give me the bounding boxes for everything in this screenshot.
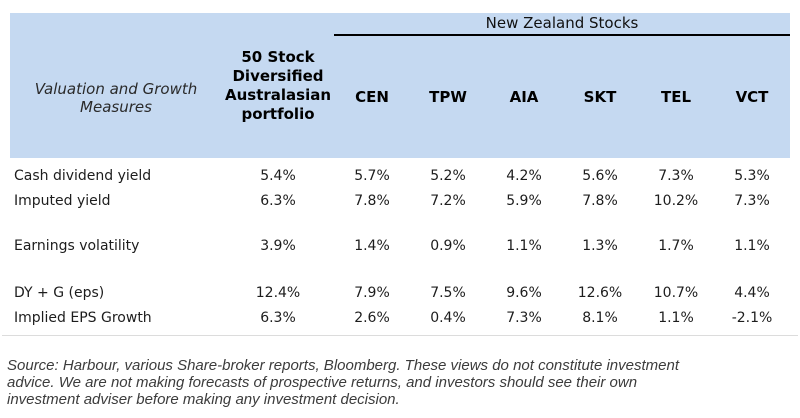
- table-bottom-rule: [2, 335, 798, 336]
- nz-stocks-group-header: New Zealand Stocks: [334, 13, 790, 36]
- portfolio-value: 5.4%: [260, 167, 296, 184]
- row-label: Cash dividend yield: [14, 167, 152, 184]
- stock-value: 0.4%: [430, 309, 466, 326]
- stock-value: 9.6%: [506, 284, 542, 301]
- stock-value: 1.1%: [734, 237, 770, 254]
- stock-value: 7.3%: [506, 309, 542, 326]
- stock-value: 7.5%: [430, 284, 466, 301]
- stock-value: 10.7%: [653, 284, 699, 301]
- stock-value: 7.3%: [658, 167, 694, 184]
- row-group-spacer: [10, 213, 790, 233]
- table-row: DY + G (eps) 12.4% 7.9% 7.5% 9.6% 12.6% …: [10, 280, 790, 305]
- table-row: Imputed yield 6.3% 7.8% 7.2% 5.9% 7.8% 1…: [10, 188, 790, 213]
- portfolio-value: 6.3%: [260, 192, 296, 209]
- stock-value: 12.6%: [577, 284, 623, 301]
- ticker-header-vct: VCT: [735, 88, 769, 106]
- stock-value: 4.2%: [506, 167, 542, 184]
- stock-value: 7.8%: [354, 192, 390, 209]
- stock-value: 5.6%: [582, 167, 618, 184]
- source-note-line: investment adviser before making any inv…: [7, 391, 400, 408]
- ticker-header-tel: TEL: [660, 88, 692, 106]
- row-label: Implied EPS Growth: [14, 309, 152, 326]
- table-row: Earnings volatility 3.9% 1.4% 0.9% 1.1% …: [10, 233, 790, 258]
- stock-value: 1.7%: [658, 237, 694, 254]
- stock-value: 5.2%: [430, 167, 466, 184]
- source-note-line: advice. We are not making forecasts of p…: [7, 374, 638, 391]
- stock-value: 1.1%: [658, 309, 694, 326]
- measures-header: Valuation and Growth Measures: [34, 79, 198, 116]
- source-note: Source: Harbour, various Share-broker re…: [7, 357, 800, 408]
- portfolio-value: 12.4%: [255, 284, 301, 301]
- portfolio-value: 3.9%: [260, 237, 296, 254]
- stock-value: 7.9%: [354, 284, 390, 301]
- stock-value: 1.4%: [354, 237, 390, 254]
- table-body: Cash dividend yield 5.4% 5.7% 5.2% 4.2% …: [10, 163, 790, 330]
- table-row: Implied EPS Growth 6.3% 2.6% 0.4% 7.3% 8…: [10, 305, 790, 330]
- stock-value: 7.3%: [734, 192, 770, 209]
- portfolio-header: 50 Stock Diversified Australasian portfo…: [224, 47, 332, 123]
- stock-value: 1.1%: [506, 237, 542, 254]
- row-label: Imputed yield: [14, 192, 111, 209]
- stock-value: 5.7%: [354, 167, 390, 184]
- ticker-header-cen: CEN: [355, 88, 389, 106]
- stock-value: 7.8%: [582, 192, 618, 209]
- ticker-header-skt: SKT: [583, 88, 617, 106]
- portfolio-value: 6.3%: [260, 309, 296, 326]
- row-group-spacer: [10, 258, 790, 280]
- table-row: Cash dividend yield 5.4% 5.7% 5.2% 4.2% …: [10, 163, 790, 188]
- stock-value: 5.3%: [734, 167, 770, 184]
- source-note-line: Source: Harbour, various Share-broker re…: [7, 357, 679, 374]
- stock-value: 8.1%: [582, 309, 618, 326]
- stock-value: 5.9%: [506, 192, 542, 209]
- ticker-header-tpw: TPW: [429, 88, 467, 106]
- nz-stocks-group: New Zealand Stocks CEN TPW AIA SKT TEL V…: [334, 13, 790, 158]
- row-label: Earnings volatility: [14, 237, 140, 254]
- table-header: Valuation and Growth Measures 50 Stock D…: [10, 13, 790, 158]
- stock-value: 1.3%: [582, 237, 618, 254]
- stock-value: -2.1%: [731, 309, 773, 326]
- stock-value: 7.2%: [430, 192, 466, 209]
- stock-value: 10.2%: [653, 192, 699, 209]
- ticker-header-row: CEN TPW AIA SKT TEL VCT: [334, 36, 790, 158]
- ticker-header-aia: AIA: [509, 88, 539, 106]
- row-label: DY + G (eps): [14, 284, 105, 301]
- stock-value: 2.6%: [354, 309, 390, 326]
- stock-value: 0.9%: [430, 237, 466, 254]
- stock-value: 4.4%: [734, 284, 770, 301]
